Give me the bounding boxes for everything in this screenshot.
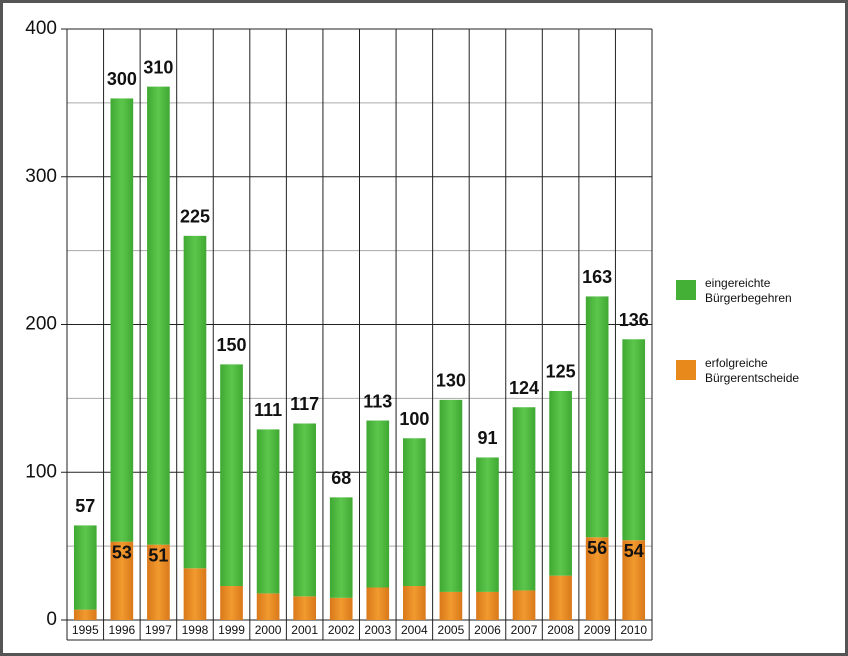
bar-segment: [622, 339, 646, 541]
bar-segment: [329, 597, 353, 620]
value-label: 113: [363, 391, 392, 411]
x-tick-label: 2003: [364, 623, 391, 637]
bar-segment: [476, 457, 499, 592]
x-tick-label: 2006: [474, 623, 501, 637]
value-label: 53: [112, 542, 132, 562]
y-tick-label: 400: [25, 18, 57, 39]
bar-segment: [147, 544, 170, 620]
value-label: 68: [331, 468, 351, 488]
value-label: 150: [217, 335, 247, 355]
bar-segment: [549, 390, 572, 576]
value-label: 125: [546, 362, 576, 382]
value-label: 51: [148, 545, 168, 565]
x-tick-label: 2005: [438, 623, 465, 637]
bar-segment: [439, 399, 463, 592]
x-tick-label: 2001: [291, 623, 318, 637]
bar-segment: [73, 609, 97, 620]
bar-segment: [293, 423, 316, 597]
bar-segment: [439, 591, 463, 620]
bar-segment: [403, 586, 426, 620]
x-tick-label: 2009: [584, 623, 611, 637]
bar-segment: [512, 407, 536, 591]
x-tick-label: 1998: [182, 623, 209, 637]
bar-segment: [220, 364, 243, 587]
bar-segment: [183, 235, 207, 569]
bar-segment: [366, 420, 390, 588]
x-tick-label: 1999: [218, 623, 245, 637]
value-label: 100: [399, 409, 429, 429]
bar-segment: [110, 541, 134, 620]
legend-swatch: [676, 280, 696, 300]
bar-segment: [183, 568, 207, 620]
y-tick-label: 300: [25, 166, 57, 187]
bar-segment: [512, 590, 536, 620]
y-tick-label: 0: [46, 609, 57, 630]
value-label: 310: [143, 57, 173, 77]
value-label: 54: [624, 541, 644, 561]
value-label: 300: [107, 69, 137, 89]
bar-segment: [585, 537, 609, 620]
bar-segment: [110, 98, 134, 542]
x-tick-label: 2010: [620, 623, 647, 637]
bar-segment: [256, 593, 280, 620]
bar-segment: [256, 429, 280, 594]
x-tick-label: 2008: [547, 623, 574, 637]
value-label: 56: [587, 538, 607, 558]
x-tick-label: 2000: [255, 623, 282, 637]
legend-label: erfolgreiche Bürgerentscheide: [705, 356, 799, 385]
y-tick-label: 200: [25, 314, 57, 335]
bar-segment: [403, 438, 426, 587]
value-label: 136: [619, 310, 649, 330]
bar-segment: [476, 591, 499, 620]
value-label: 130: [436, 371, 466, 391]
x-tick-label: 1996: [108, 623, 135, 637]
legend-label: eingereichte Bürgerbegehren: [705, 276, 792, 305]
x-tick-label: 1997: [145, 623, 172, 637]
x-tick-label: 1995: [72, 623, 99, 637]
value-label: 91: [477, 428, 497, 448]
value-label: 225: [180, 207, 210, 227]
bar-segment: [329, 497, 353, 598]
x-tick-label: 2002: [328, 623, 355, 637]
bar-segment: [220, 586, 243, 620]
x-tick-label: 2007: [511, 623, 538, 637]
value-label: 117: [290, 394, 319, 414]
value-label: 163: [582, 267, 612, 287]
value-label: 111: [254, 400, 282, 420]
x-tick-label: 2004: [401, 623, 428, 637]
bar-segment: [73, 525, 97, 610]
bar-segment: [366, 587, 390, 620]
legend-swatch: [676, 360, 696, 380]
bar-segment: [293, 596, 316, 620]
bar-segment: [585, 296, 609, 538]
bar-segment: [147, 86, 170, 545]
value-label: 57: [75, 496, 95, 516]
bar-segment: [549, 575, 572, 620]
bar-segment: [622, 540, 646, 620]
value-label: 124: [509, 378, 539, 398]
y-tick-label: 100: [25, 461, 57, 482]
